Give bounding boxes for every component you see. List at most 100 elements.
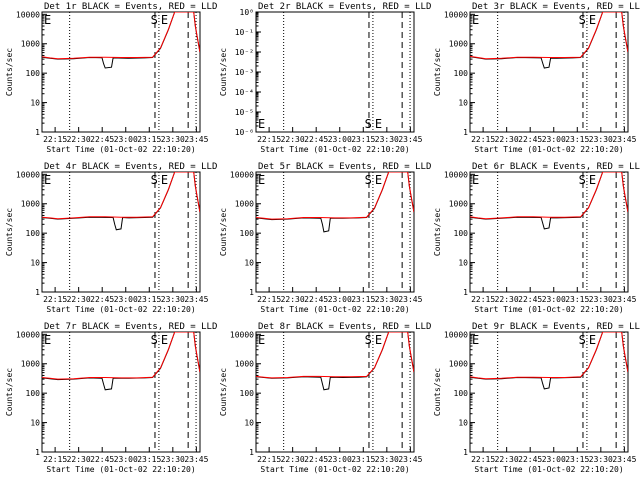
marker-s-label: S [579,333,586,347]
series-line-lld [42,172,200,220]
marker-s-label: S [151,173,158,187]
y-axis-label: Counts/sec [433,368,442,416]
x-tick-label: 23:30 [375,135,399,144]
series-line-lld [42,12,200,60]
x-tick-label: 23:30 [161,455,185,464]
series-line-lld [470,12,628,60]
x-tick-label: 22:15 [471,455,495,464]
marker-s-label: S [579,173,586,187]
x-tick-label: 22:15 [257,455,281,464]
y-tick-label: 10000 [444,170,468,179]
marker-e-label: E [589,173,596,187]
x-tick-label: 23:45 [184,135,208,144]
marker-e-label-left: E [472,173,479,187]
x-tick-label: 22:15 [471,295,495,304]
y-tick-label: 10000 [444,10,468,19]
y-axis-label: Counts/sec [219,368,228,416]
y-tick-label: 10⁻² [235,48,254,57]
plot-frame [41,171,201,293]
y-tick-label: 100 [26,69,41,78]
marker-e-label-left: E [44,13,51,27]
y-tick-label: 1000 [449,40,468,49]
x-tick-label: 23:15 [565,135,589,144]
y-axis-label: Counts/sec [5,208,14,256]
panel-title: Det 1r BLACK = Events, RED = LLD [44,2,217,12]
x-tick-label: 23:45 [612,295,636,304]
x-tick-label: 22:15 [257,295,281,304]
x-axis-label: Start Time (01-Oct-02 22:10:20) [260,465,409,474]
y-tick-label: 1000 [21,40,40,49]
x-tick-label: 23:15 [137,295,161,304]
panel-title: Det 4r BLACK = Events, RED = LLD [44,162,217,172]
y-tick-label: 10000 [16,170,40,179]
plot-frame [41,11,201,133]
series-line-lld [470,332,628,380]
x-tick-label: 22:15 [471,135,495,144]
series-line-lld [256,332,414,379]
y-tick-label: 100 [454,69,469,78]
panel-title: Det 3r BLACK = Events, RED = LLD [472,2,640,12]
x-tick-label: 22:45 [304,295,328,304]
y-tick-label: 10000 [16,330,40,339]
x-tick-label: 23:45 [398,295,422,304]
panel-title: Det 2r BLACK = Events, RED = LLD [258,2,431,12]
x-tick-label: 23:00 [328,295,352,304]
x-tick-label: 22:30 [495,295,519,304]
marker-e-label: E [375,117,382,131]
x-tick-label: 23:45 [184,295,208,304]
y-tick-label: 10000 [16,10,40,19]
panel-4: Det 4r BLACK = Events, RED = LLD 1 10 100 10… [5,162,217,314]
panel-title: Det 6r BLACK = Events, RED = LLD [472,162,640,172]
x-tick-label: 23:00 [542,455,566,464]
x-tick-label: 23:30 [589,295,613,304]
x-tick-label: 23:45 [398,135,422,144]
series-line-events [470,172,628,230]
panel-5: Det 5r BLACK = Events, RED = LLD 1 10 100 10… [219,162,431,314]
x-tick-label: 22:15 [43,455,67,464]
x-tick-label: 22:45 [90,135,114,144]
x-tick-label: 22:15 [43,295,67,304]
x-tick-label: 22:45 [518,455,542,464]
x-axis-label: Start Time (01-Oct-02 22:10:20) [260,145,409,154]
y-tick-label: 1000 [235,360,254,369]
panel-9: Det 9r BLACK = Events, RED = LLD 1 10 100 10… [433,322,640,474]
y-tick-label: 1000 [21,360,40,369]
marker-s-label: S [365,173,372,187]
series-line-events [256,172,414,233]
x-tick-label: 22:45 [518,135,542,144]
plot-frame [469,171,629,293]
marker-e-label: E [375,333,382,347]
y-tick-label: 10 [30,259,40,268]
y-tick-label: 10 [458,419,468,428]
y-tick-label: 1000 [449,360,468,369]
x-axis-label: Start Time (01-Oct-02 22:10:20) [474,465,623,474]
series-line-events [42,172,200,231]
panel-1: Det 1r BLACK = Events, RED = LLD 1 10 100 10… [5,2,217,154]
marker-e-label: E [161,173,168,187]
y-tick-label: 100 [454,229,469,238]
y-axis-label: Counts/sec [433,48,442,96]
marker-e-label-left: E [472,13,479,27]
panel-title: Det 9r BLACK = Events, RED = LLD [472,322,640,332]
marker-e-label: E [589,13,596,27]
x-tick-label: 23:15 [565,455,589,464]
y-tick-label: 1 [35,448,40,457]
marker-e-label-left: E [44,333,51,347]
x-tick-label: 22:15 [43,135,67,144]
y-tick-label: 10⁻⁵ [235,108,254,117]
series-line-lld [470,172,628,220]
y-axis-label: Counts/sec [219,208,228,256]
x-tick-label: 22:30 [67,455,91,464]
y-axis-label: Counts/sec [5,48,14,96]
x-tick-label: 22:30 [67,135,91,144]
series-line-lld [256,172,414,220]
x-tick-label: 22:45 [518,295,542,304]
x-tick-label: 23:15 [565,295,589,304]
y-tick-label: 1000 [449,200,468,209]
marker-s-label: S [151,333,158,347]
x-tick-label: 23:00 [542,135,566,144]
y-tick-label: 10⁻³ [235,68,254,77]
x-tick-label: 23:00 [114,455,138,464]
x-tick-label: 23:45 [612,455,636,464]
